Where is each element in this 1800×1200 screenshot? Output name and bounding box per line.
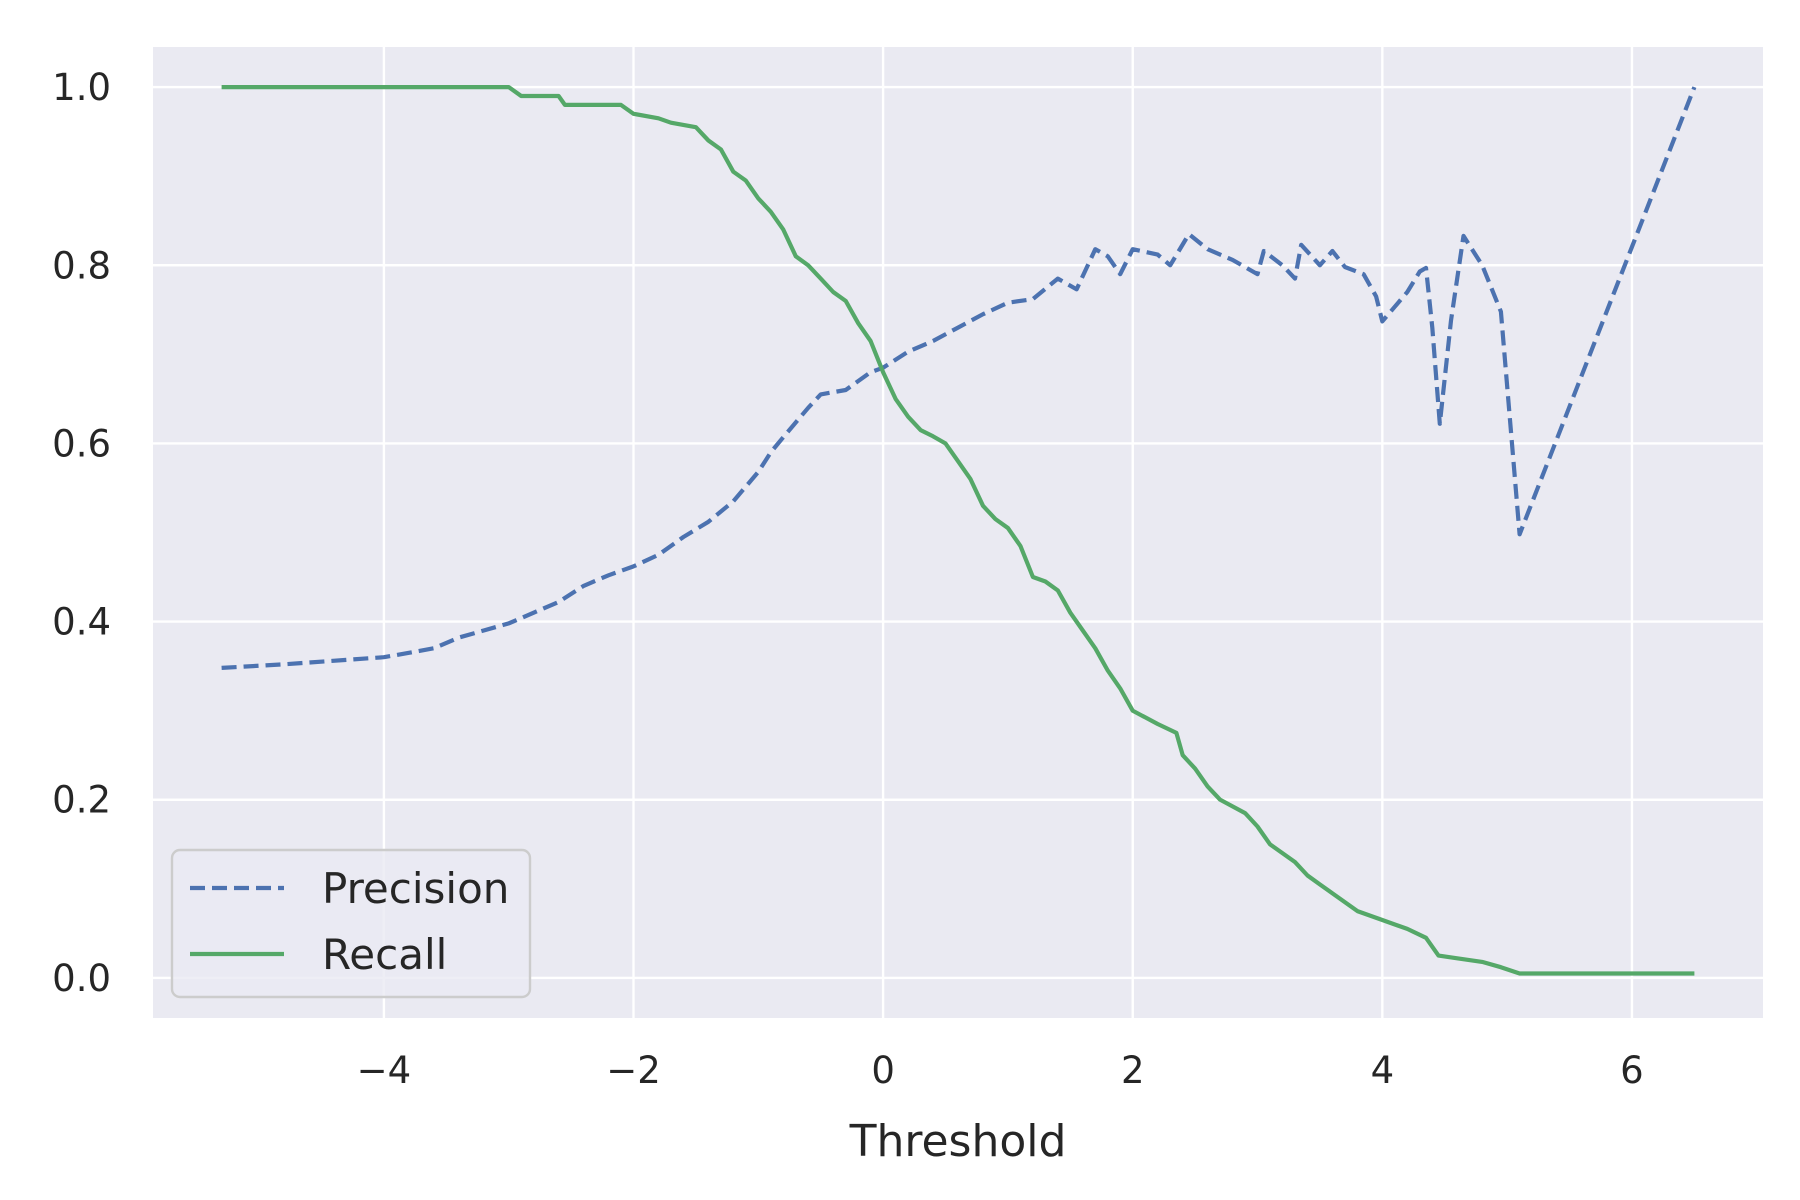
x-tick-label: 4 xyxy=(1371,1049,1395,1092)
x-tick-label: −4 xyxy=(357,1049,412,1092)
x-tick-label: −2 xyxy=(606,1049,661,1092)
legend: Precision Recall xyxy=(170,848,532,999)
legend-label-recall: Recall xyxy=(322,930,447,979)
x-axis-title: Threshold xyxy=(849,1116,1067,1167)
series-line-recall xyxy=(221,85,1695,976)
series-lines xyxy=(221,85,1697,976)
y-tick-label: 0.6 xyxy=(52,422,111,465)
y-tick-label: 0.4 xyxy=(52,601,111,644)
series-line-precision xyxy=(221,86,1697,670)
y-tick-label: 0.8 xyxy=(52,244,111,287)
tick-labels: −4 −2 0 2 4 6 0.0 0.2 0.4 0.6 0.8 1.0 xyxy=(52,66,1644,1092)
x-tick-label: 2 xyxy=(1121,1049,1145,1092)
x-tick-label: 0 xyxy=(871,1049,895,1092)
grid xyxy=(153,47,1763,1018)
y-tick-label: 0.0 xyxy=(52,957,111,1000)
x-tick-label: 6 xyxy=(1620,1049,1644,1092)
y-tick-label: 0.2 xyxy=(52,779,111,822)
y-tick-label: 1.0 xyxy=(52,66,111,109)
legend-label-precision: Precision xyxy=(322,864,509,913)
